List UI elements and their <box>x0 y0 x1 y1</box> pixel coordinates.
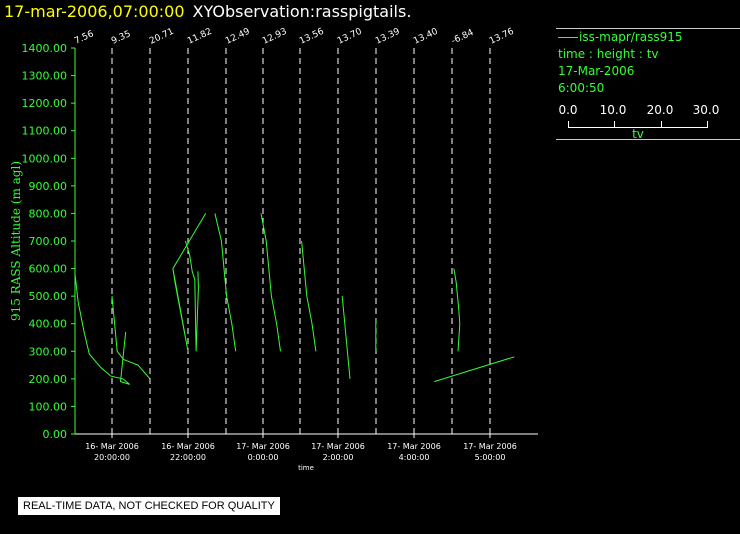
y-tick-label: 900.00 <box>29 180 68 193</box>
y-tick-label: 100.00 <box>29 400 68 413</box>
scale-tick <box>614 121 615 128</box>
profile-trace <box>453 268 461 352</box>
x-tick-date: 17- Mar 2006 <box>387 442 441 451</box>
observation-name: XYObservation:rasspigtails. <box>192 2 412 21</box>
profile-mean-label: 13.39 <box>374 27 402 47</box>
y-tick-label: 400.00 <box>29 318 68 331</box>
y-tick-label: 1200.00 <box>22 97 68 110</box>
y-tick-label: 1000.00 <box>22 152 68 165</box>
legend-series-label: iss-mapr/rass915 <box>579 30 683 44</box>
profile-mean-label: 11.82 <box>186 27 214 47</box>
scale-tick <box>707 121 708 128</box>
legend-bottom-rule <box>556 139 740 140</box>
scale-tick-label: 0.0 <box>558 103 578 117</box>
chart-title: 17-mar-2006,07:00:00 XYObservation:rasspi… <box>4 2 411 21</box>
y-tick-label: 500.00 <box>29 290 68 303</box>
quality-notice: REAL-TIME DATA, NOT CHECKED FOR QUALITY <box>18 497 280 515</box>
profile-trace <box>214 213 237 352</box>
profile-mean-label: 20.71 <box>148 27 176 47</box>
y-axis-label: 915 RASS Altitude (m agl) <box>9 161 23 321</box>
profile-trace <box>172 213 207 352</box>
scale-tick <box>661 121 662 128</box>
x-tick-date: 16- Mar 2006 <box>85 442 139 451</box>
x-tick-date: 16- Mar 2006 <box>161 442 215 451</box>
y-tick-label: 200.00 <box>29 373 68 386</box>
scale-tick-label: 10.0 <box>599 103 627 117</box>
x-tick-date: 17- Mar 2006 <box>463 442 517 451</box>
profile-mean-label: 12.49 <box>224 27 252 47</box>
profile-mean-label: 13.40 <box>412 27 440 47</box>
profile-mean-label: 7.56 <box>73 29 96 47</box>
profile-mean-label: 9.35 <box>110 29 132 47</box>
x-tick-date: 17- Mar 2006 <box>311 442 365 451</box>
scale-name: tv <box>632 127 644 141</box>
profile-mean-label: -6.84 <box>450 28 476 47</box>
legend-date: 17-Mar-2006 <box>558 64 635 78</box>
y-tick-label: 0.00 <box>43 428 68 441</box>
y-tick-label: 600.00 <box>29 263 68 276</box>
y-tick-label: 700.00 <box>29 235 68 248</box>
profile-trace <box>341 296 351 379</box>
x-tick-time: 4:00:00 <box>399 453 430 462</box>
x-tick-date: 17- Mar 2006 <box>236 442 290 451</box>
profile-mean-label: 13.70 <box>336 27 364 47</box>
profile-mean-label: 12.93 <box>261 27 289 47</box>
legend-axes-desc: time : height : tv <box>558 47 659 61</box>
profile-trace <box>74 274 130 385</box>
profile-mean-label: 13.76 <box>488 27 516 47</box>
x-tick-time: 2:00:00 <box>323 453 354 462</box>
legend-scale: 0.0 10.0 20.0 30.0 tv <box>556 103 740 141</box>
legend-time: 6:00:50 <box>558 81 605 95</box>
y-tick-label: 300.00 <box>29 345 68 358</box>
scale-axis <box>568 121 708 128</box>
y-tick-label: 1400.00 <box>22 42 68 55</box>
scale-tick-label: 20.0 <box>646 103 674 117</box>
scale-tick-label: 30.0 <box>692 103 720 117</box>
y-tick-label: 1300.00 <box>22 70 68 83</box>
timestamp: 17-mar-2006,07:00:00 <box>4 2 185 21</box>
x-tick-time: 20:00:00 <box>94 453 130 462</box>
legend-top-rule <box>556 28 740 29</box>
y-tick-label: 1100.00 <box>22 125 68 138</box>
x-tick-time: 22:00:00 <box>170 453 206 462</box>
x-axis-label: time <box>298 464 314 472</box>
profile-trace <box>260 213 281 352</box>
series-line-swatch <box>558 37 578 38</box>
scale-tick <box>568 121 569 128</box>
profile-trace <box>111 296 151 380</box>
x-tick-time: 0:00:00 <box>248 453 279 462</box>
x-tick-time: 5:00:00 <box>475 453 506 462</box>
profile-mean-label: 13.56 <box>298 27 326 47</box>
profile-trace <box>434 356 515 383</box>
profile-trace <box>301 240 317 352</box>
legend: iss-mapr/rass915 time : height : tv 17-M… <box>556 28 740 141</box>
legend-series: iss-mapr/rass915 <box>556 29 740 46</box>
y-tick-label: 800.00 <box>29 207 68 220</box>
profile-trace <box>184 240 199 352</box>
